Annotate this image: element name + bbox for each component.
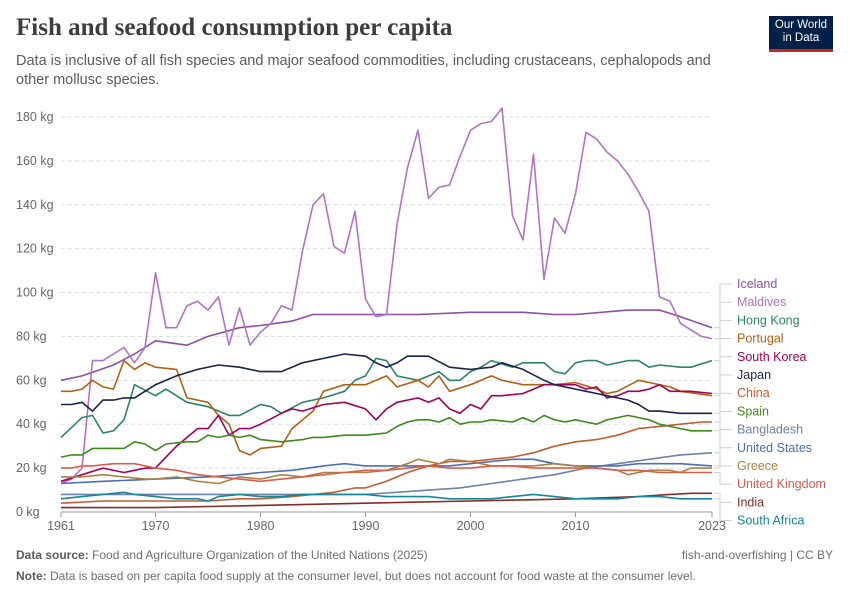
axes: 0 kg 20 kg 40 kg 60 kg 80 kg 100 kg 120 kg 140 … [16, 110, 726, 533]
series-line-south-africa[interactable] [60, 491, 712, 502]
legend-connector [714, 447, 732, 467]
legend-connector [714, 374, 732, 414]
y-tick-label: 100 kg [16, 286, 54, 300]
legend-connector [714, 465, 732, 469]
chart-title: Fish and seafood consumption per capita [16, 14, 453, 41]
x-tick-label: 2000 [457, 519, 485, 533]
legend-label[interactable]: South Africa [737, 514, 804, 528]
source-text[interactable]: Food and Agriculture Organization of the… [92, 548, 428, 562]
series-line-iceland[interactable] [60, 309, 713, 382]
note-label: Note: [16, 569, 47, 583]
legend-connector [714, 492, 732, 503]
legend-connector [714, 392, 732, 423]
y-tick-label: 20 kg [16, 461, 47, 475]
license-text[interactable]: fish-and-overfishing | CC BY [681, 548, 833, 562]
x-tick-label: 2023 [698, 519, 726, 533]
legend-label[interactable]: Spain [737, 404, 769, 418]
legend-label[interactable]: Iceland [737, 277, 777, 291]
legend-connector [714, 319, 732, 362]
legend-connector [714, 410, 732, 432]
legend-label[interactable]: United Kingdom [737, 477, 826, 491]
x-tick-label: 1980 [247, 519, 275, 533]
legend-label[interactable]: India [737, 495, 764, 509]
note-text: Data is based on per capita food supply … [50, 569, 696, 583]
x-tick-label: 1970 [142, 519, 170, 533]
legend-label[interactable]: Maldives [737, 295, 786, 309]
legend-label[interactable]: Greece [737, 459, 778, 473]
series-line-maldives[interactable] [60, 107, 713, 485]
series-line-greece[interactable] [61, 458, 712, 485]
x-tick-label: 1990 [352, 519, 380, 533]
chart-subtitle: Data is inclusive of all fish species an… [16, 53, 711, 88]
legend-label[interactable]: Hong Kong [737, 313, 800, 327]
legend-label[interactable]: Portugal [737, 332, 784, 346]
logo-line-2: in Data [782, 32, 820, 44]
y-tick-label: 180 kg [16, 110, 54, 124]
legend-label[interactable]: United States [737, 441, 812, 455]
legend-connector [714, 472, 732, 485]
logo-line-1: Our World [774, 19, 828, 31]
series-line-india[interactable] [61, 492, 712, 509]
source-note: Data source: Food and Agriculture Organi… [16, 548, 428, 562]
series-lines [60, 107, 713, 509]
source-label: Data source: [16, 548, 89, 562]
y-tick-label: 60 kg [16, 373, 47, 387]
y-tick-label: 0 kg [16, 505, 40, 519]
grid-lines [61, 116, 712, 513]
series-line-united-kingdom[interactable] [61, 462, 712, 483]
series-line-hong-kong[interactable] [60, 357, 713, 438]
y-tick-label: 80 kg [16, 329, 47, 343]
legend-connector [714, 283, 732, 329]
x-tick-label: 2010 [562, 519, 590, 533]
legend-label[interactable]: South Korea [737, 350, 807, 364]
x-tick-label: 1961 [47, 519, 75, 533]
series-line-bangladesh[interactable] [61, 452, 713, 496]
footnote: Note: Data is based on per capita food s… [16, 569, 696, 583]
series-line-japan[interactable] [61, 353, 712, 415]
legend-connector [714, 429, 732, 454]
y-tick-label: 120 kg [16, 242, 54, 256]
legend-label[interactable]: China [737, 386, 770, 400]
legend: Iceland Maldives Hong Kong Portugal South Ko… [714, 277, 826, 528]
y-tick-label: 140 kg [16, 198, 54, 212]
y-tick-label: 160 kg [16, 154, 54, 168]
legend-connector [714, 338, 732, 397]
series-line-united-states[interactable] [60, 458, 713, 485]
legend-label[interactable]: Japan [737, 368, 771, 382]
series-line-south-korea[interactable] [60, 383, 713, 483]
legend-label[interactable]: Bangladesh [737, 423, 803, 437]
series-line-china[interactable] [60, 421, 712, 504]
legend-connector [714, 498, 732, 522]
owid-logo[interactable]: Our World in Data [769, 16, 833, 52]
series-line-spain[interactable] [60, 414, 712, 458]
y-tick-label: 40 kg [16, 417, 47, 431]
series-line-portugal[interactable] [61, 359, 713, 456]
